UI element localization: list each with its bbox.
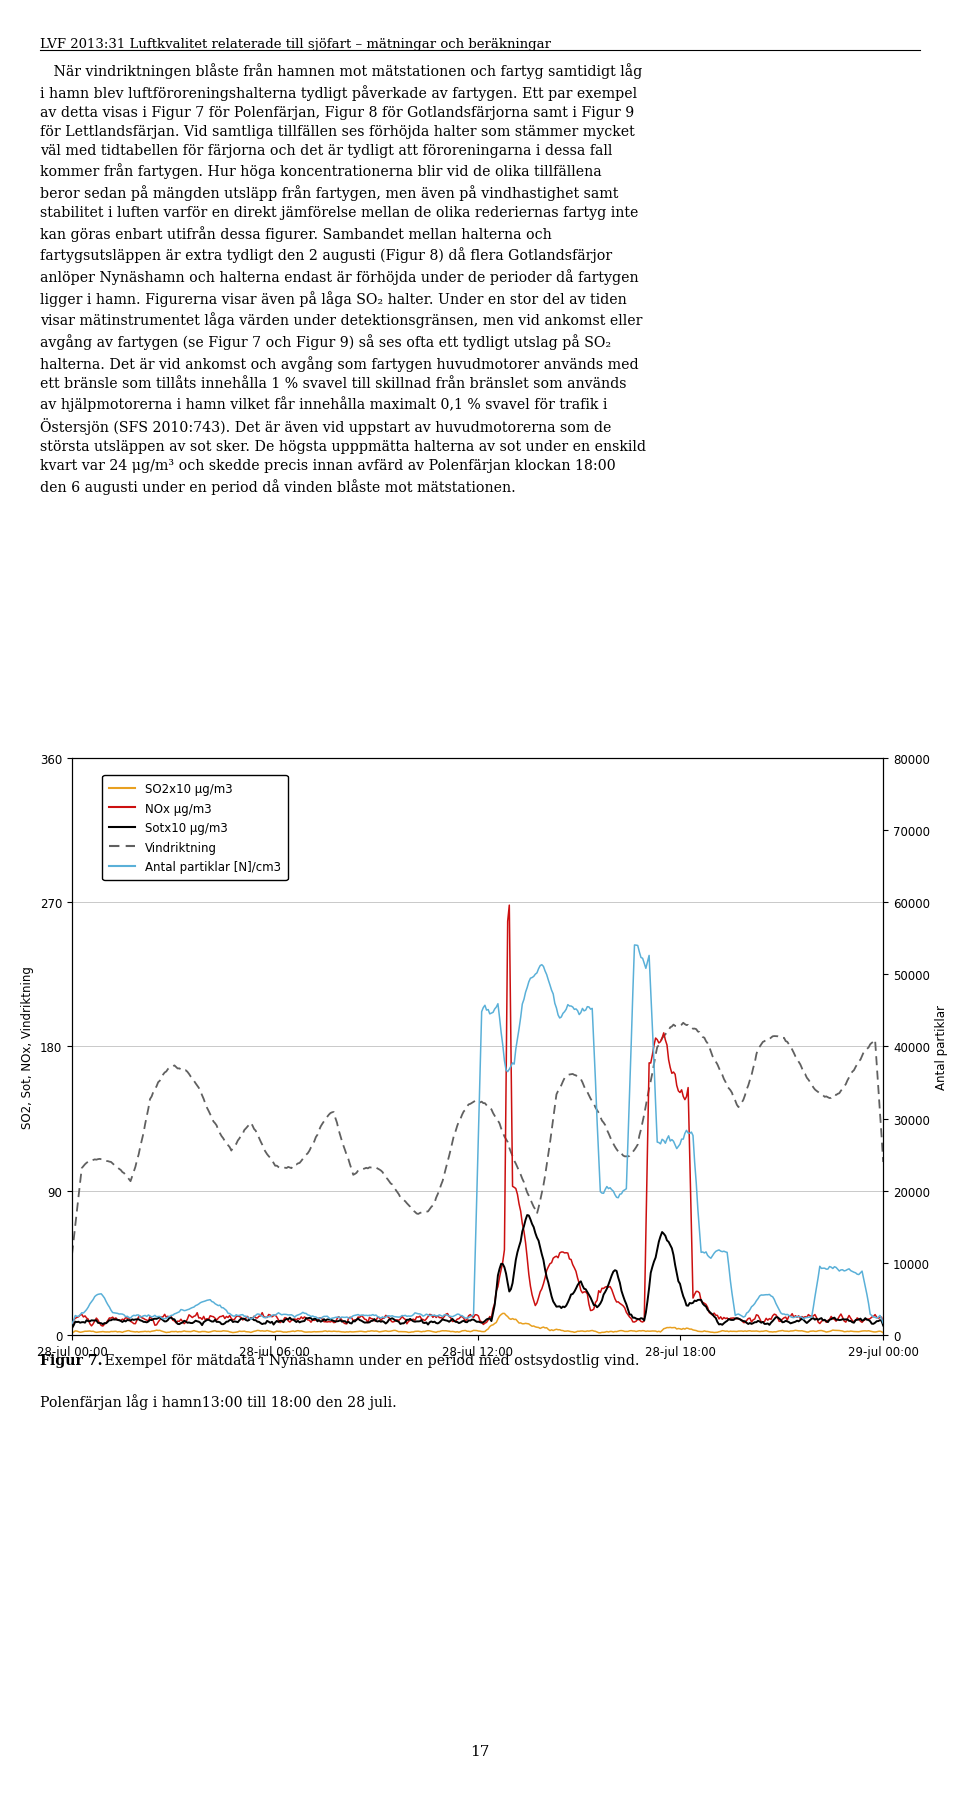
Y-axis label: Antal partiklar: Antal partiklar [935, 1004, 948, 1090]
Text: Exempel för mätdata i Nynäshamn under en period med ostsydostlig vind.: Exempel för mätdata i Nynäshamn under en… [100, 1354, 639, 1368]
Legend: SO2x10 μg/m3, NOx μg/m3, Sotx10 μg/m3, Vindriktning, Antal partiklar [N]/cm3: SO2x10 μg/m3, NOx μg/m3, Sotx10 μg/m3, V… [102, 776, 288, 881]
Text: Polenfärjan låg i hamn13:00 till 18:00 den 28 juli.: Polenfärjan låg i hamn13:00 till 18:00 d… [40, 1393, 397, 1410]
Text: Figur 7.: Figur 7. [40, 1354, 103, 1368]
Text: LVF 2013:31 Luftkvalitet relaterade till sjöfart – mätningar och beräkningar: LVF 2013:31 Luftkvalitet relaterade till… [40, 38, 551, 51]
Text: 17: 17 [470, 1744, 490, 1758]
Text: När vindriktningen blåste från hamnen mot mätstationen och fartyg samtidigt låg
: När vindriktningen blåste från hamnen mo… [40, 63, 646, 495]
Y-axis label: SO2, Sot, NOx, Vindriktning: SO2, Sot, NOx, Vindriktning [21, 966, 35, 1128]
